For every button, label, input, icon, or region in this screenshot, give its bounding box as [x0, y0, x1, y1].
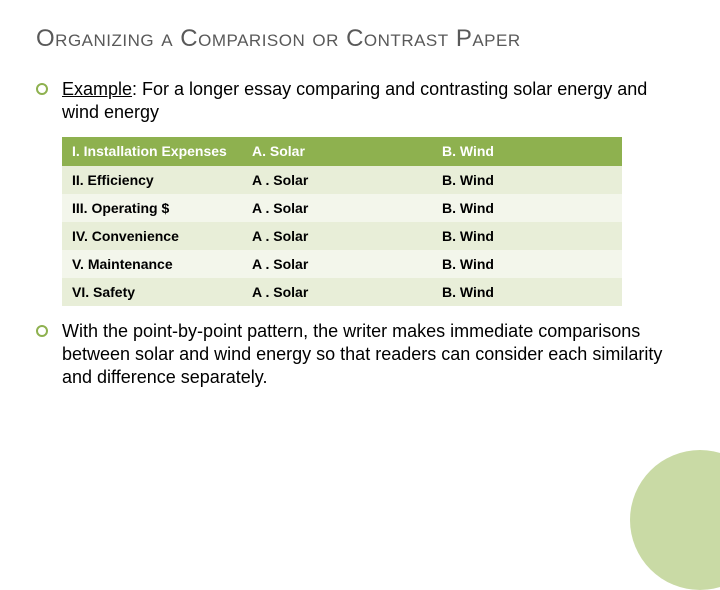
table-row: V. Maintenance A . Solar B. Wind — [62, 250, 622, 278]
decorative-circle-icon — [630, 450, 720, 590]
cell-b: B. Wind — [432, 278, 622, 306]
example-label: Example — [62, 79, 132, 99]
example-body: : For a longer essay comparing and contr… — [62, 79, 647, 122]
cell-b: B. Wind — [432, 250, 622, 278]
header-cell-topic: I. Installation Expenses — [62, 137, 242, 166]
cell-a: A . Solar — [242, 194, 432, 222]
cell-b: B. Wind — [432, 194, 622, 222]
cell-b: B. Wind — [432, 222, 622, 250]
table-row: II. Efficiency A . Solar B. Wind — [62, 166, 622, 194]
header-cell-a: A. Solar — [242, 137, 432, 166]
comparison-table: I. Installation Expenses A. Solar B. Win… — [62, 137, 622, 306]
ring-bullet-icon — [36, 83, 48, 95]
conclusion-text: With the point-by-point pattern, the wri… — [62, 320, 684, 390]
cell-topic: III. Operating $ — [62, 194, 242, 222]
cell-a: A . Solar — [242, 250, 432, 278]
example-text: Example: For a longer essay comparing an… — [62, 78, 684, 125]
cell-topic: VI. Safety — [62, 278, 242, 306]
cell-topic: II. Efficiency — [62, 166, 242, 194]
table-row: IV. Convenience A . Solar B. Wind — [62, 222, 622, 250]
ring-bullet-icon — [36, 325, 48, 337]
header-cell-b: B. Wind — [432, 137, 622, 166]
bullet-conclusion: With the point-by-point pattern, the wri… — [36, 320, 684, 390]
cell-a: A . Solar — [242, 278, 432, 306]
slide-title: Organizing a Comparison or Contrast Pape… — [36, 24, 684, 54]
cell-b: B. Wind — [432, 166, 622, 194]
cell-topic: V. Maintenance — [62, 250, 242, 278]
cell-a: A . Solar — [242, 222, 432, 250]
table-row: III. Operating $ A . Solar B. Wind — [62, 194, 622, 222]
slide: Organizing a Comparison or Contrast Pape… — [0, 0, 720, 540]
bullet-example: Example: For a longer essay comparing an… — [36, 78, 684, 125]
cell-a: A . Solar — [242, 166, 432, 194]
table-header-row: I. Installation Expenses A. Solar B. Win… — [62, 137, 622, 166]
table-row: VI. Safety A . Solar B. Wind — [62, 278, 622, 306]
cell-topic: IV. Convenience — [62, 222, 242, 250]
